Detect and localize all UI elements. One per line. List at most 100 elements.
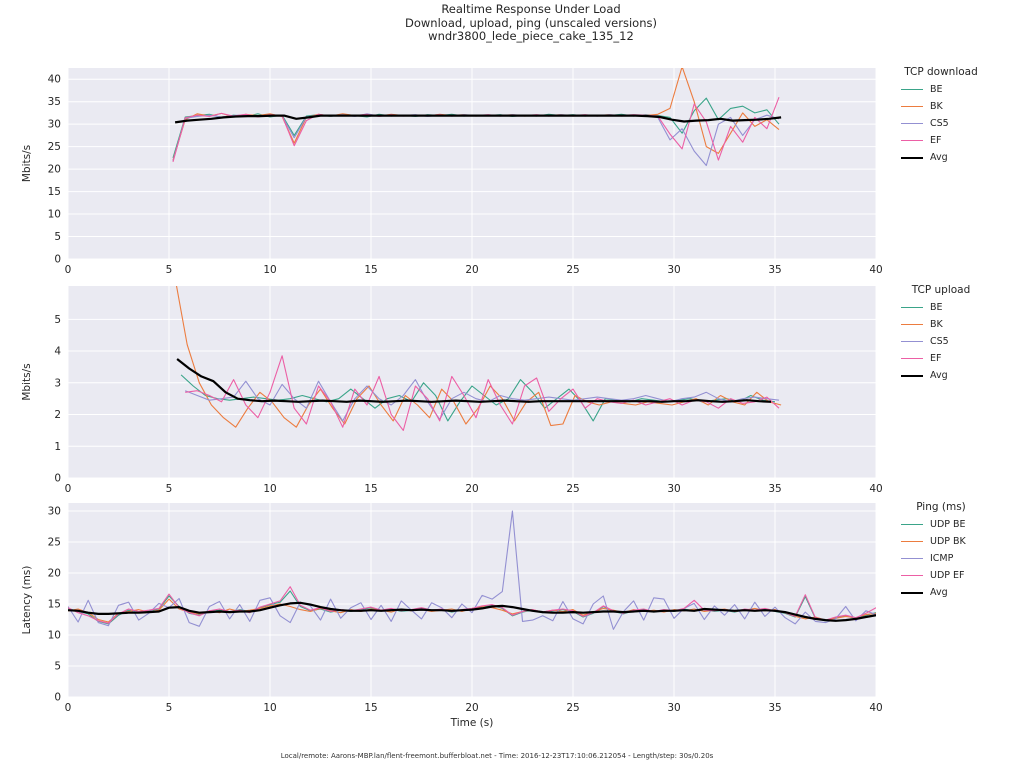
legend-item: BE [891, 299, 991, 316]
legend-item: ICMP [891, 550, 991, 567]
legend-item: Avg [891, 584, 991, 601]
legend-line-swatch-icon [901, 156, 923, 159]
legend-label: BE [930, 84, 943, 95]
legend-item: BK [891, 98, 991, 115]
legend-item: BK [891, 316, 991, 333]
y-tick-label: 10 [48, 209, 61, 221]
legend-label: BE [930, 302, 943, 313]
legend-label: UDP EF [930, 570, 965, 581]
x-tick-label: 5 [166, 264, 173, 276]
legend-title: TCP download [904, 66, 978, 78]
x-tick-label: 10 [263, 702, 276, 714]
legend-line-swatch-icon [901, 106, 923, 107]
y-axis-label: Latency (ms) [21, 566, 33, 635]
series-line-ef [185, 355, 780, 431]
y-axis-label: Mbits/s [21, 363, 33, 400]
figure-subtitle: Download, upload, ping (unscaled version… [405, 15, 657, 30]
y-tick-label: 10 [48, 630, 61, 642]
y-tick-label: 15 [48, 186, 61, 198]
legend-line-swatch-icon [901, 541, 923, 542]
series-line-bk [175, 286, 782, 428]
legend-item: Avg [891, 367, 991, 384]
series-line-avg [68, 601, 876, 622]
y-tick-label: 5 [54, 661, 61, 673]
legend-line-swatch-icon [901, 558, 923, 559]
legend-label: UDP BE [930, 519, 966, 530]
legend-item: CS5 [891, 333, 991, 350]
legend-line-swatch-icon [901, 524, 923, 525]
x-tick-label: 25 [566, 264, 579, 276]
legend-line-swatch-icon [901, 575, 923, 576]
x-tick-label: 0 [65, 483, 72, 495]
y-tick-label: 25 [48, 537, 61, 549]
y-tick-label: 30 [48, 506, 61, 518]
legend-label: UDP BK [930, 536, 966, 547]
x-tick-label: 20 [465, 702, 478, 714]
legend-ping-ms-: Ping (ms) UDP BE UDP BK ICMP UDP EF Avg [891, 501, 991, 601]
legend-tcp-upload: TCP upload BE BK CS5 EF Avg [891, 284, 991, 384]
legend-label: Avg [930, 370, 948, 381]
y-tick-label: 4 [54, 346, 61, 358]
x-tick-label: 30 [667, 702, 680, 714]
x-tick-label: 40 [869, 483, 882, 495]
legend-line-swatch-icon [901, 89, 923, 90]
legend-title: TCP upload [911, 284, 971, 296]
legend-label: BK [930, 319, 943, 330]
x-tick-label: 25 [566, 702, 579, 714]
legend-item: UDP EF [891, 567, 991, 584]
y-tick-label: 0 [54, 254, 61, 266]
legend-item: UDP BE [891, 516, 991, 533]
legend-line-swatch-icon [901, 591, 923, 594]
y-tick-label: 5 [54, 231, 61, 243]
figure-title-block: Realtime Response Under Load Download, u… [0, 2, 1024, 44]
x-tick-label: 35 [768, 483, 781, 495]
legend-label: Avg [930, 152, 948, 163]
footer-metadata: Local/remote: Aarons-MBP.lan/flent-freem… [280, 752, 714, 760]
series-line-avg [174, 114, 782, 124]
legend-line-swatch-icon [901, 140, 923, 141]
legend-line-swatch-icon [901, 123, 923, 124]
x-tick-label: 0 [65, 264, 72, 276]
x-tick-label: 20 [465, 483, 478, 495]
y-tick-label: 0 [54, 473, 61, 485]
legend-item: EF [891, 350, 991, 367]
y-tick-label: 3 [54, 377, 61, 389]
y-tick-label: 40 [48, 74, 61, 86]
x-tick-label: 0 [65, 702, 72, 714]
legend-line-swatch-icon [901, 374, 923, 377]
x-tick-label: 15 [364, 702, 377, 714]
figure-test-name: wndr3800_lede_piece_cake_135_12 [428, 29, 634, 43]
legend-line-swatch-icon [901, 307, 923, 308]
x-tick-label: 20 [465, 264, 478, 276]
y-tick-label: 2 [54, 409, 61, 421]
y-tick-label: 20 [48, 164, 61, 176]
y-tick-label: 5 [54, 314, 61, 326]
legend-label: CS5 [930, 336, 949, 347]
x-tick-label: 15 [364, 483, 377, 495]
legend-item: Avg [891, 149, 991, 166]
legend-line-swatch-icon [901, 358, 923, 359]
x-tick-label: 35 [768, 264, 781, 276]
x-axis-label: Time (s) [450, 717, 494, 729]
series-line-icmp [68, 510, 876, 630]
series-line-avg [176, 358, 772, 403]
x-tick-label: 40 [869, 264, 882, 276]
legend-label: ICMP [930, 553, 954, 564]
legend-line-swatch-icon [901, 324, 923, 325]
legend-label: EF [930, 353, 942, 364]
x-tick-label: 10 [263, 483, 276, 495]
y-tick-label: 20 [48, 568, 61, 580]
x-tick-label: 5 [166, 702, 173, 714]
legend-item: BE [891, 81, 991, 98]
legend-label: EF [930, 135, 942, 146]
legend-line-swatch-icon [901, 341, 923, 342]
x-tick-label: 35 [768, 702, 781, 714]
legend-label: CS5 [930, 118, 949, 129]
x-tick-label: 30 [667, 264, 680, 276]
x-tick-label: 30 [667, 483, 680, 495]
x-tick-label: 25 [566, 483, 579, 495]
y-tick-label: 0 [54, 692, 61, 704]
y-tick-label: 25 [48, 141, 61, 153]
